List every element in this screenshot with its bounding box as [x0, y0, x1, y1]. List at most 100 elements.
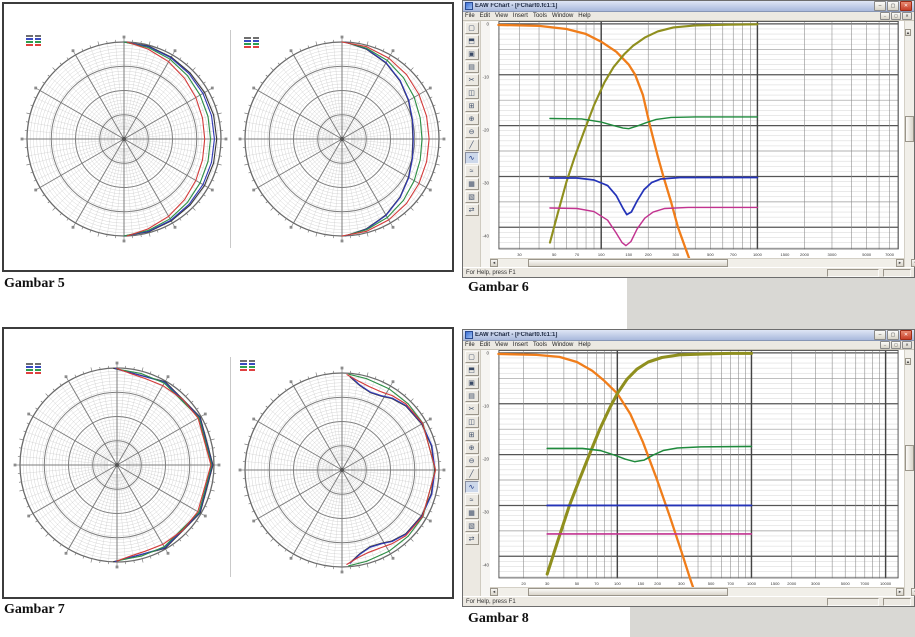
paste-tool-icon[interactable]: ⊞: [464, 429, 479, 441]
legend-swatch: [35, 366, 41, 368]
menu-window[interactable]: Window: [551, 342, 574, 348]
layers-tool-icon[interactable]: ▧: [464, 520, 479, 532]
menu-view[interactable]: View: [495, 13, 508, 19]
mdi-minimize-button[interactable]: –: [880, 12, 890, 20]
curve-tool-icon[interactable]: ∿: [464, 152, 479, 164]
app-icon: [465, 2, 473, 10]
zoom-in-tool-icon[interactable]: ⊕: [464, 113, 479, 125]
legend-swatch: [35, 38, 41, 40]
scroll-down-arrow[interactable]: ▼: [910, 588, 915, 596]
line-tool-icon[interactable]: ╱: [464, 468, 479, 480]
mdi-restore-button[interactable]: ▢: [891, 12, 901, 20]
ease-fchart-window: EAW FChart - [FChart0.fc1:1] – ▢ ✕ File E…: [462, 0, 915, 278]
horizontal-scrollbar[interactable]: ◄ ►: [490, 587, 904, 596]
cut-tool-icon[interactable]: ✂: [464, 403, 479, 415]
mdi-minimize-button[interactable]: –: [880, 341, 890, 349]
new-tool-icon[interactable]: ▢: [464, 351, 479, 363]
print-tool-icon[interactable]: ▤: [464, 61, 479, 73]
menu-tools[interactable]: Tools: [532, 342, 547, 348]
menu-file[interactable]: File: [465, 342, 475, 348]
zoom-out-tool-icon[interactable]: ⊖: [464, 126, 479, 138]
open-tool-icon[interactable]: ⬒: [464, 35, 479, 47]
scrollbar-thumb[interactable]: [528, 588, 728, 596]
menu-insert[interactable]: Insert: [512, 13, 528, 19]
paste-tool-icon[interactable]: ⊞: [464, 100, 479, 112]
save-tool-icon[interactable]: ▣: [464, 377, 479, 389]
grid-tool-icon[interactable]: ▦: [464, 507, 479, 519]
svg-text:1500: 1500: [771, 581, 781, 586]
menu-help[interactable]: Help: [578, 13, 591, 19]
mdi-restore-button[interactable]: ▢: [891, 341, 901, 349]
toolbar: ▢ ⬒ ▣ ▤ ✂ ◫ ⊞ ⊕ ⊖ ╱ ∿ ≈ ▦ ▧ ⇄: [463, 21, 481, 267]
frequency-response-chart: 30 50 70 100 150 200 300 500 700 1000 1500 2000 3000…: [497, 21, 899, 258]
swap-tool-icon[interactable]: ⇄: [464, 533, 479, 545]
open-tool-icon[interactable]: ⬒: [464, 364, 479, 376]
scroll-right-arrow[interactable]: ►: [896, 588, 904, 596]
curve-tool-icon[interactable]: ∿: [464, 481, 479, 493]
svg-text:-30: -30: [482, 510, 489, 515]
mdi-close-button[interactable]: ✕: [902, 12, 912, 20]
scroll-up-arrow[interactable]: ▲: [905, 29, 911, 36]
smooth-tool-icon[interactable]: ≈: [464, 165, 479, 177]
legend-swatch: [240, 360, 247, 362]
menu-view[interactable]: View: [495, 342, 508, 348]
scrollbar-thumb[interactable]: [905, 116, 914, 142]
smooth-tool-icon[interactable]: ≈: [464, 494, 479, 506]
scroll-left-arrow[interactable]: ◄: [490, 588, 498, 596]
title-bar[interactable]: EAW FChart - [FChart0.fc1:1] – ▢ ✕: [463, 1, 914, 12]
svg-text:2000: 2000: [800, 252, 810, 257]
window-title: EAW FChart - [FChart0.fc1:1]: [475, 332, 558, 338]
menu-tools[interactable]: Tools: [532, 13, 547, 19]
polar-plot-gambar5-right: [238, 35, 446, 243]
menu-window[interactable]: Window: [551, 13, 574, 19]
title-bar[interactable]: EAW FChart - [FChart0.fc1:1] – ▢ ✕: [463, 330, 914, 341]
scroll-right-arrow[interactable]: ►: [896, 259, 904, 267]
caption-gambar5: Gambar 5: [4, 276, 65, 291]
print-tool-icon[interactable]: ▤: [464, 390, 479, 402]
caption-gambar7: Gambar 7: [4, 602, 65, 617]
grid-tool-icon[interactable]: ▦: [464, 178, 479, 190]
swap-tool-icon[interactable]: ⇄: [464, 204, 479, 216]
svg-text:70: 70: [575, 252, 580, 257]
minimize-button[interactable]: –: [874, 330, 886, 340]
svg-text:150: 150: [625, 252, 632, 257]
legend-swatch: [253, 46, 259, 48]
minimize-button[interactable]: –: [874, 1, 886, 11]
cut-tool-icon[interactable]: ✂: [464, 74, 479, 86]
window-title: EAW FChart - [FChart0.fc1:1]: [475, 3, 558, 9]
new-tool-icon[interactable]: ▢: [464, 22, 479, 34]
legend-swatch: [253, 40, 259, 42]
legend-swatch: [240, 363, 247, 365]
scrollbar-thumb[interactable]: [528, 259, 728, 267]
vertical-scrollbar[interactable]: ▲ ▼: [904, 21, 915, 267]
scroll-down-arrow[interactable]: ▼: [910, 259, 915, 267]
legend-swatch: [26, 363, 33, 365]
menu-file[interactable]: File: [465, 13, 475, 19]
scroll-left-arrow[interactable]: ◄: [490, 259, 498, 267]
maximize-button[interactable]: ▢: [887, 330, 899, 340]
horizontal-scrollbar[interactable]: ◄ ►: [490, 258, 904, 267]
menu-insert[interactable]: Insert: [512, 342, 528, 348]
line-tool-icon[interactable]: ╱: [464, 139, 479, 151]
menu-help[interactable]: Help: [578, 342, 591, 348]
svg-text:-10: -10: [482, 75, 489, 80]
copy-tool-icon[interactable]: ◫: [464, 87, 479, 99]
close-button[interactable]: ✕: [900, 330, 912, 340]
status-bar: For Help, press F1: [463, 267, 914, 277]
close-button[interactable]: ✕: [900, 1, 912, 11]
maximize-button[interactable]: ▢: [887, 1, 899, 11]
scrollbar-thumb[interactable]: [905, 445, 914, 471]
menu-edit[interactable]: Edit: [479, 13, 491, 19]
legend-swatch: [26, 369, 33, 371]
menu-edit[interactable]: Edit: [479, 342, 491, 348]
layers-tool-icon[interactable]: ▧: [464, 191, 479, 203]
copy-tool-icon[interactable]: ◫: [464, 416, 479, 428]
zoom-in-tool-icon[interactable]: ⊕: [464, 442, 479, 454]
vertical-scrollbar[interactable]: ▲ ▼: [904, 350, 915, 596]
zoom-out-tool-icon[interactable]: ⊖: [464, 455, 479, 467]
mdi-close-button[interactable]: ✕: [902, 341, 912, 349]
scroll-up-arrow[interactable]: ▲: [905, 358, 911, 365]
legend-swatch: [249, 366, 255, 368]
save-tool-icon[interactable]: ▣: [464, 48, 479, 60]
y-axis-gutter: 0 -10 -20 -30 -40: [481, 350, 490, 596]
